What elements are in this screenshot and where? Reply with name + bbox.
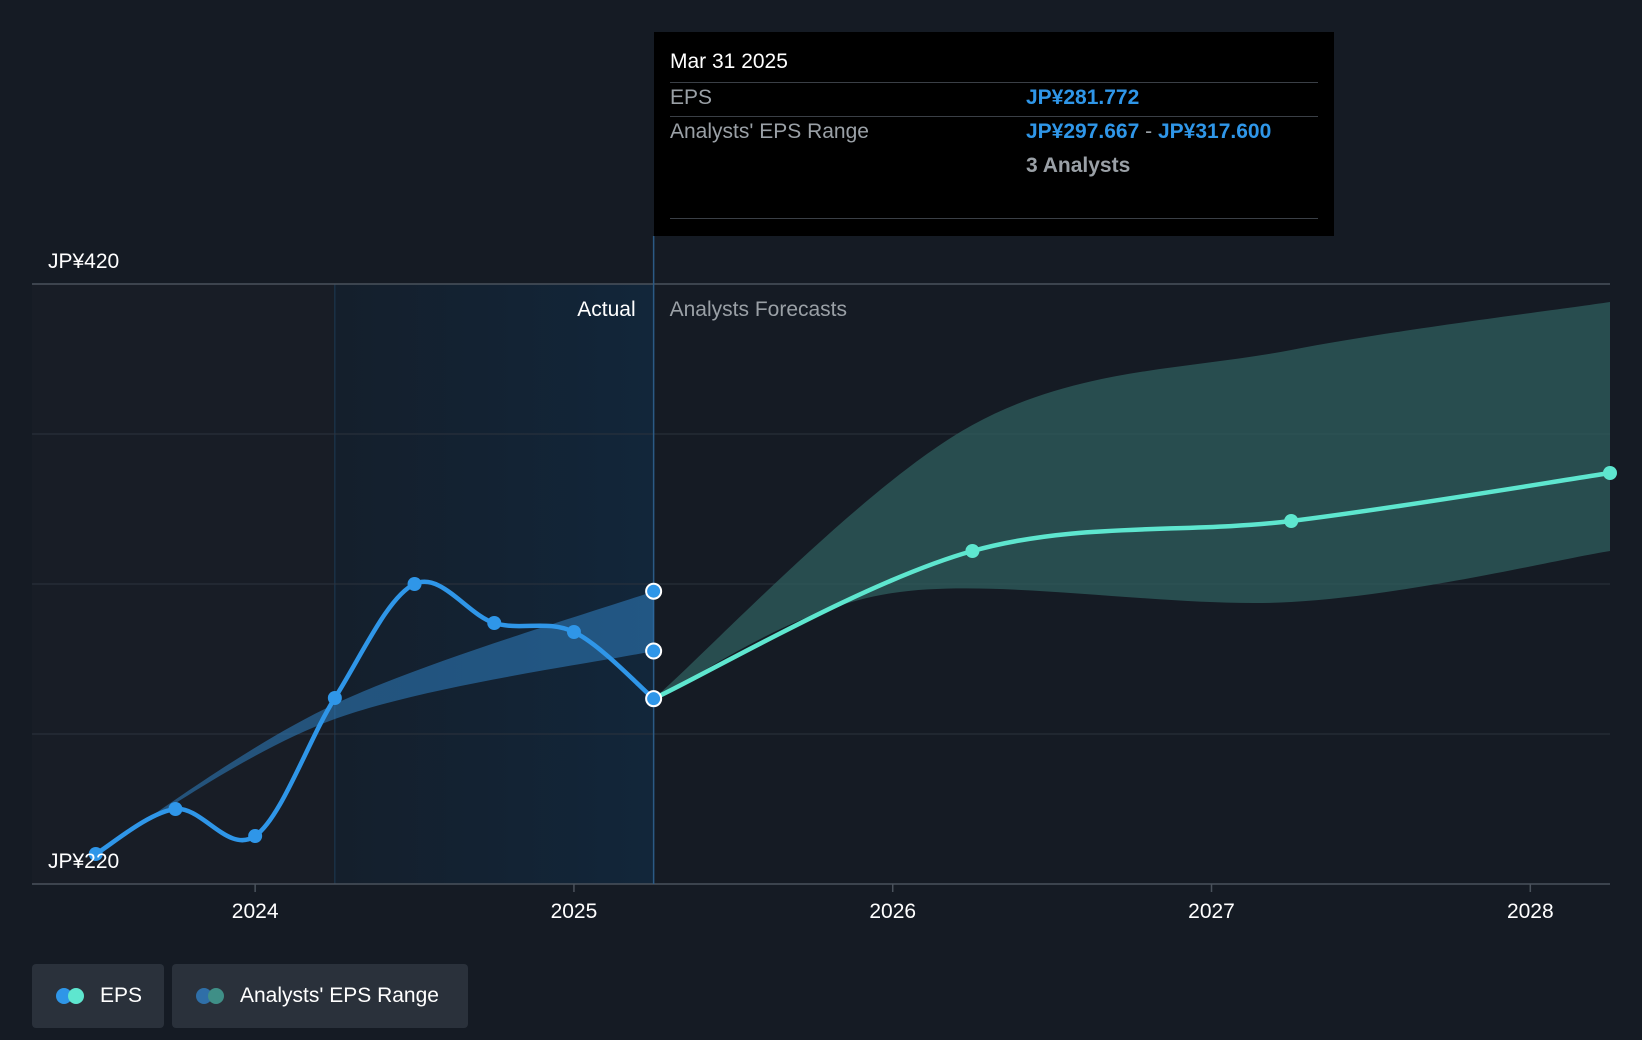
actual-eps-point <box>407 577 422 591</box>
range-high-marker <box>645 582 663 600</box>
actual-range-band <box>95 591 654 854</box>
x-tick-label: 2024 <box>232 900 279 923</box>
actual-eps-point <box>88 847 103 861</box>
actual-eps-point <box>168 802 183 816</box>
actual-eps-point <box>248 829 263 843</box>
tooltip-range-separator: - <box>1145 120 1153 143</box>
y-axis-bottom-label: JP¥220 <box>48 850 119 873</box>
legend-label-analysts-range: Analysts' EPS Range <box>240 984 439 1007</box>
tooltip-divider <box>670 218 1318 219</box>
tooltip-eps-label: EPS <box>670 86 713 109</box>
tooltip-range-low: JP¥297.667 <box>1026 120 1140 143</box>
tooltip-panel: Mar 31 2025 EPS JP¥281.772 Analysts' EPS… <box>654 32 1334 236</box>
forecast-eps-point <box>1284 514 1299 528</box>
x-tick-label: 2027 <box>1188 900 1235 923</box>
legend-item-analysts-range[interactable]: Analysts' EPS Range <box>172 964 468 1028</box>
forecast-range-band <box>653 302 1610 699</box>
range-legend-icon <box>196 987 228 1005</box>
actual-region-label: Actual <box>577 298 635 321</box>
tooltip-range-high: JP¥317.600 <box>1157 120 1272 143</box>
actual-eps-point <box>327 691 342 705</box>
tooltip-date: Mar 31 2025 <box>670 50 788 73</box>
legend-label-eps: EPS <box>100 984 143 1007</box>
tooltip-divider <box>670 82 1318 83</box>
tooltip-eps-value: JP¥281.772 <box>1026 86 1140 109</box>
eps-legend-icon <box>56 987 88 1005</box>
forecast-eps-point <box>1603 466 1617 480</box>
tooltip-divider <box>670 116 1318 117</box>
actual-eps-point <box>487 616 502 630</box>
forecast-eps-point <box>965 544 980 558</box>
actual-eps-line <box>93 579 656 857</box>
eps-current-marker <box>645 690 663 708</box>
x-tick-label: 2026 <box>869 900 916 923</box>
x-tick-label: 2028 <box>1507 900 1554 923</box>
tooltip-range-label: Analysts' EPS Range <box>670 120 869 143</box>
range-low-marker <box>645 642 663 660</box>
x-tick-label: 2025 <box>551 900 598 923</box>
actual-eps-point <box>566 625 581 639</box>
tooltip-range-values: JP¥297.667 - JP¥317.600 <box>1026 120 1271 144</box>
forecast-eps-line <box>651 470 1613 701</box>
tooltip-analyst-count: 3 Analysts <box>1026 154 1131 177</box>
legend-item-eps[interactable]: EPS <box>32 964 164 1028</box>
forecast-region-label: Analysts Forecasts <box>670 298 847 321</box>
y-axis-top-label: JP¥420 <box>48 250 119 273</box>
